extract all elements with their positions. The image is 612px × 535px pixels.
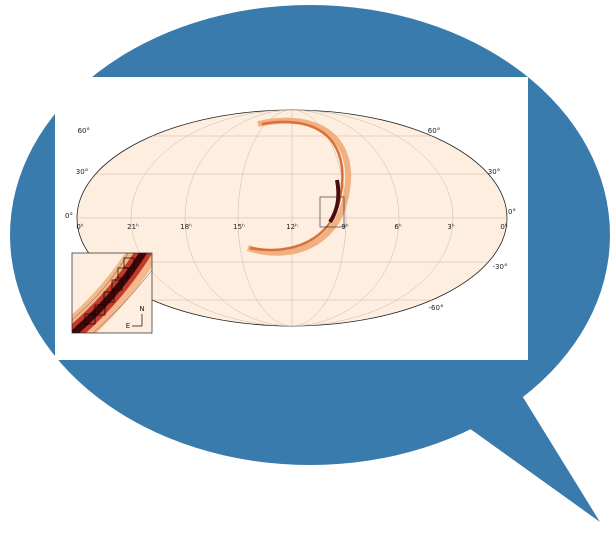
lat-label: 30°: [488, 168, 500, 176]
lat-label: 0°: [508, 208, 516, 216]
ra-label: 12ʰ: [286, 223, 298, 231]
sky-map: 60° 30° 0° 60° 30° 0° -30° -60° 0ʰ 21ʰ 1…: [65, 109, 516, 327]
lat-label: 60°: [78, 127, 90, 135]
lat-label: 60°: [428, 127, 440, 135]
graticule: [77, 110, 507, 326]
compass-east: E: [126, 322, 130, 330]
ra-label: 6ʰ: [394, 223, 401, 231]
inset: N E: [71, 252, 153, 334]
lat-label: 0°: [65, 212, 73, 220]
localization-arc: [247, 117, 352, 256]
ra-label: 9ʰ: [341, 223, 348, 231]
ra-label: 3ʰ: [447, 223, 454, 231]
zoom-box: [319, 196, 345, 228]
ra-label: 21ʰ: [127, 223, 139, 231]
ra-label: 0ʰ: [76, 223, 83, 231]
lat-label: -60°: [429, 304, 444, 312]
lat-label: -30°: [493, 263, 508, 271]
ra-label: 18ʰ: [180, 223, 192, 231]
compass-arrows: [132, 314, 143, 327]
lat-label: 30°: [76, 168, 88, 176]
compass-north: N: [139, 305, 144, 313]
ra-label: 0ʰ: [500, 223, 507, 231]
ra-label: 15ʰ: [233, 223, 245, 231]
